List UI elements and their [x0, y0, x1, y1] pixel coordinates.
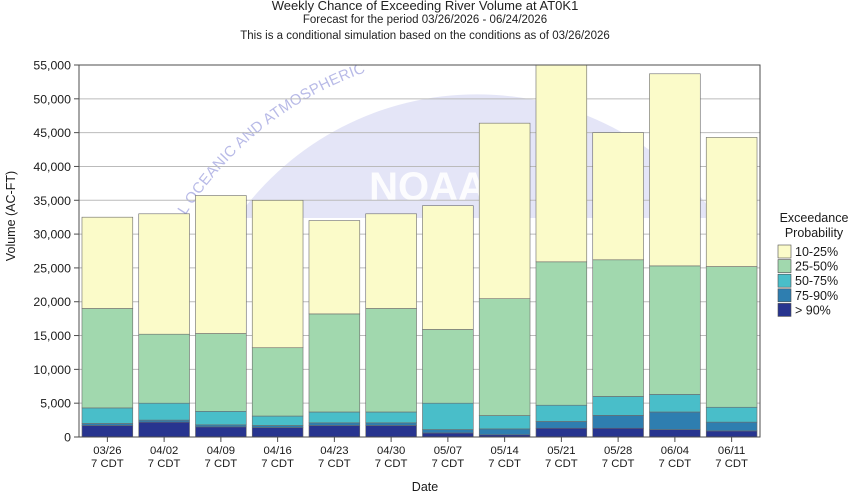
svg-text:7 CDT: 7 CDT	[205, 458, 238, 470]
svg-text:7 CDT: 7 CDT	[488, 458, 521, 470]
svg-text:0: 0	[64, 431, 71, 445]
svg-text:50,000: 50,000	[33, 92, 71, 106]
svg-text:7 CDT: 7 CDT	[375, 458, 408, 470]
svg-text:5,000: 5,000	[40, 397, 71, 411]
svg-text:20,000: 20,000	[33, 295, 71, 309]
svg-text:7 CDT: 7 CDT	[432, 458, 465, 470]
svg-text:04/23: 04/23	[320, 445, 348, 457]
svg-text:50-75%: 50-75%	[795, 274, 838, 288]
svg-text:7 CDT: 7 CDT	[148, 458, 181, 470]
svg-text:7 CDT: 7 CDT	[318, 458, 351, 470]
svg-text:30,000: 30,000	[33, 228, 71, 242]
svg-text:04/30: 04/30	[377, 445, 405, 457]
svg-text:25,000: 25,000	[33, 261, 71, 275]
svg-text:35,000: 35,000	[33, 194, 71, 208]
svg-text:04/02: 04/02	[150, 445, 178, 457]
svg-text:25-50%: 25-50%	[795, 260, 838, 274]
svg-text:06/11: 06/11	[718, 445, 745, 457]
svg-text:40,000: 40,000	[33, 160, 71, 174]
svg-text:04/09: 04/09	[207, 445, 235, 457]
svg-text:Exceedance: Exceedance	[780, 211, 849, 225]
svg-text:45,000: 45,000	[33, 126, 71, 140]
svg-text:05/21: 05/21	[547, 445, 575, 457]
svg-text:7 CDT: 7 CDT	[545, 458, 578, 470]
svg-text:10,000: 10,000	[33, 363, 71, 377]
svg-text:75-90%: 75-90%	[795, 289, 838, 303]
svg-text:03/26: 03/26	[93, 445, 121, 457]
svg-text:10-25%: 10-25%	[795, 245, 838, 259]
svg-text:7 CDT: 7 CDT	[602, 458, 635, 470]
svg-text:7 CDT: 7 CDT	[261, 458, 294, 470]
svg-text:7 CDT: 7 CDT	[659, 458, 692, 470]
svg-text:04/16: 04/16	[263, 445, 291, 457]
svg-text:7 CDT: 7 CDT	[91, 458, 124, 470]
svg-text:Probability: Probability	[785, 226, 844, 240]
svg-text:15,000: 15,000	[33, 329, 71, 343]
svg-text:> 90%: > 90%	[795, 303, 831, 317]
svg-text:05/28: 05/28	[604, 445, 632, 457]
svg-text:05/14: 05/14	[490, 445, 518, 457]
svg-text:55,000: 55,000	[33, 59, 71, 73]
svg-text:7 CDT: 7 CDT	[715, 458, 748, 470]
svg-text:05/07: 05/07	[434, 445, 462, 457]
svg-text:06/04: 06/04	[661, 445, 689, 457]
svg-text:NOAA: NOAA	[369, 165, 487, 209]
